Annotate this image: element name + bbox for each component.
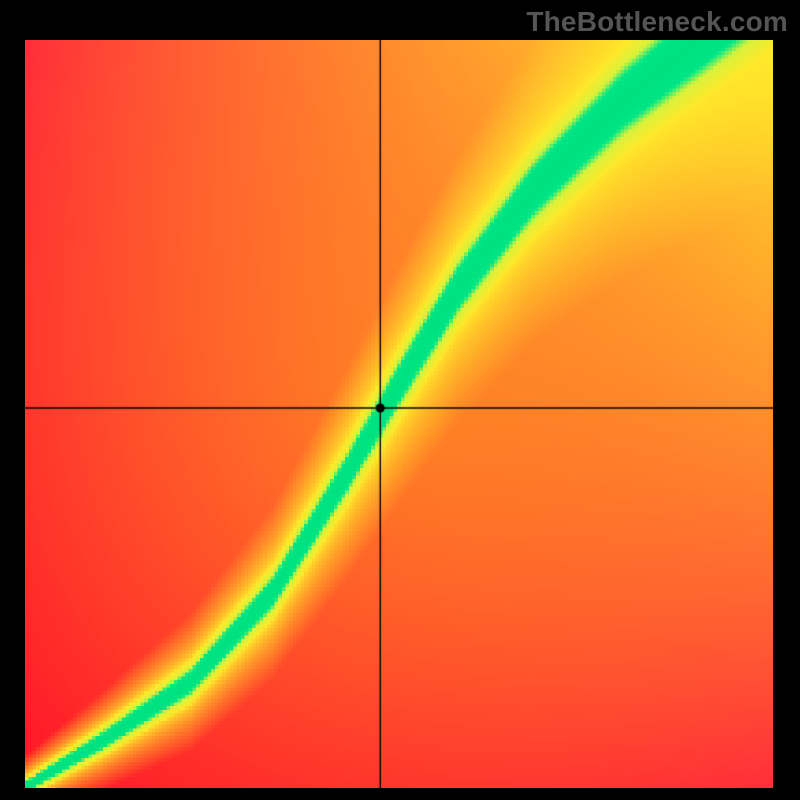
crosshair-overlay	[25, 40, 773, 788]
frame-right	[773, 0, 800, 800]
frame-left	[0, 0, 25, 800]
root: TheBottleneck.com	[0, 0, 800, 800]
frame-bottom	[0, 788, 800, 800]
watermark-text: TheBottleneck.com	[526, 6, 788, 38]
